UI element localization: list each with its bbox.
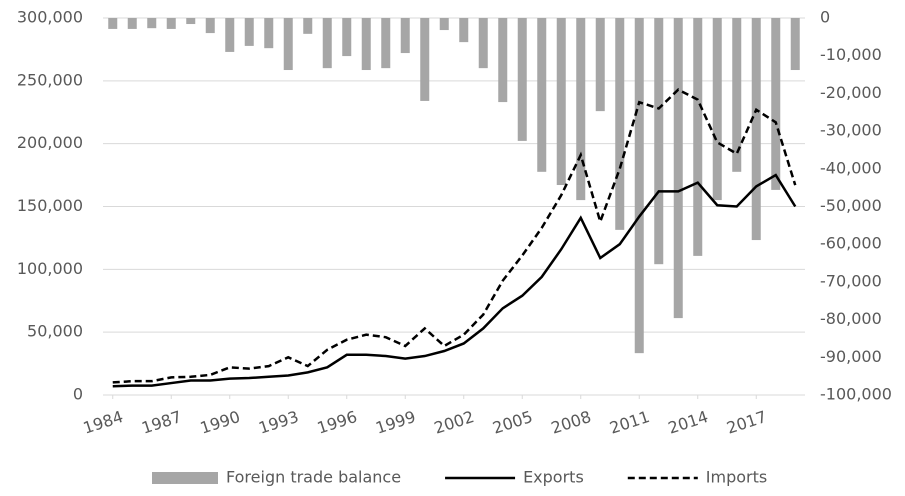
bar (771, 18, 781, 190)
bar (537, 18, 547, 172)
bar (732, 18, 742, 172)
bar (381, 18, 391, 69)
legend-label: Imports (706, 468, 767, 487)
bar (790, 18, 800, 71)
y-tick-label: 100,000 (17, 259, 83, 278)
y-tick-label: 0 (73, 385, 83, 404)
bar (244, 18, 254, 46)
y2-tick-label: -40,000 (820, 158, 882, 177)
y2-tick-label: -60,000 (820, 234, 882, 253)
bar (693, 18, 703, 256)
x-tick-label: 1996 (315, 407, 360, 438)
y2-tick-label: -20,000 (820, 83, 882, 102)
y-tick-label: 150,000 (17, 196, 83, 215)
bar (264, 18, 274, 49)
bar (400, 18, 410, 54)
bar (108, 18, 118, 29)
bar (361, 18, 371, 71)
bar (205, 18, 215, 34)
bar (439, 18, 449, 31)
bar (166, 18, 176, 29)
x-tick-label: 2017 (724, 407, 769, 438)
x-tick-label: 1999 (373, 407, 418, 438)
y-tick-label: 250,000 (17, 70, 83, 89)
bar (712, 18, 722, 201)
x-tick-label: 1987 (139, 407, 184, 438)
bar (459, 18, 469, 43)
bar (127, 18, 137, 29)
y2-tick-label: -80,000 (820, 309, 882, 328)
bar (751, 18, 761, 241)
bar (322, 18, 332, 69)
x-tick-label: 2011 (607, 407, 652, 438)
bar (517, 18, 527, 141)
line (112, 173, 797, 388)
bar (576, 18, 586, 201)
y-tick-label: 200,000 (17, 133, 83, 152)
legend-swatch (152, 472, 218, 484)
y2-tick-label: 0 (820, 8, 830, 27)
bar (147, 18, 157, 29)
bar (225, 18, 235, 52)
x-tick-label: 2014 (666, 407, 711, 438)
x-tick-label: 2005 (490, 407, 535, 438)
x-tick-label: 1984 (81, 407, 126, 438)
y2-tick-label: -90,000 (820, 347, 882, 366)
y2-tick-label: -10,000 (820, 45, 882, 64)
y2-tick-label: -30,000 (820, 121, 882, 140)
x-tick-label: 2002 (432, 407, 477, 438)
bar (420, 18, 430, 101)
legend-label: Exports (523, 468, 584, 487)
bar (478, 18, 488, 69)
x-tick-label: 1990 (198, 407, 243, 438)
y-tick-label: 50,000 (27, 322, 83, 341)
bar (634, 18, 644, 354)
x-tick-label: 1993 (256, 407, 301, 438)
x-tick-label: 2008 (549, 407, 594, 438)
bar (615, 18, 625, 230)
bar (283, 18, 293, 71)
bar (342, 18, 352, 57)
bar (186, 18, 196, 25)
y-tick-label: 300,000 (17, 8, 83, 27)
bar (556, 18, 566, 186)
bar (595, 18, 605, 112)
y2-tick-label: -50,000 (820, 196, 882, 215)
bar (303, 18, 313, 34)
bar (498, 18, 508, 103)
y2-tick-label: -70,000 (820, 271, 882, 290)
y2-tick-label: -100,000 (820, 385, 892, 404)
bar (654, 18, 664, 265)
bar (673, 18, 683, 319)
line (112, 88, 797, 384)
legend-label: Foreign trade balance (226, 468, 401, 487)
